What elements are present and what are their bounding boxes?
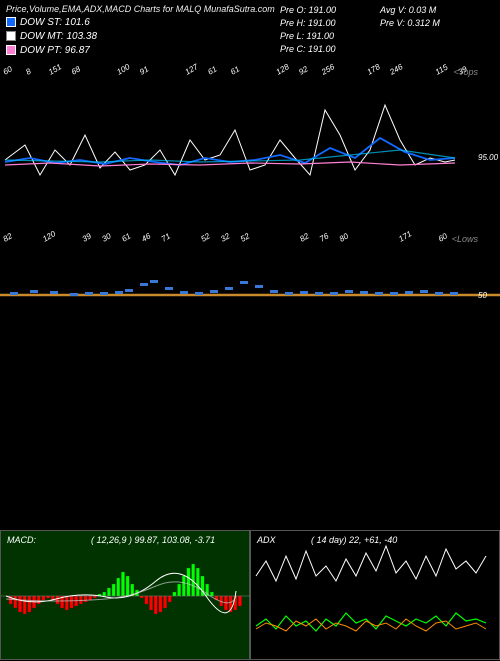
- svg-text:256: 256: [319, 62, 336, 77]
- price-chart: 608151681009112761611289225617824611539<…: [0, 60, 500, 230]
- svg-text:100: 100: [115, 62, 132, 77]
- adx-panel: ADX ( 14 day) 22, +61, -40: [250, 530, 500, 660]
- svg-text:30: 30: [100, 231, 113, 244]
- svg-text:60: 60: [437, 231, 450, 244]
- svg-text:( 14 day) 22, +61, -40: ( 14 day) 22, +61, -40: [311, 535, 397, 545]
- svg-text:60: 60: [2, 64, 15, 77]
- svg-text:( 12,26,9 ) 99.87, 103.08, -: ( 12,26,9 ) 99.87, 103.08, -3.71: [91, 535, 215, 545]
- svg-text:61: 61: [120, 231, 132, 243]
- svg-text:<Tops: <Tops: [454, 67, 479, 77]
- svg-text:MACD:: MACD:: [7, 535, 36, 545]
- svg-text:151: 151: [47, 62, 63, 76]
- svg-text:52: 52: [199, 231, 212, 244]
- svg-text:61: 61: [206, 64, 218, 76]
- legend-mt: DOW MT: 103.38: [6, 30, 494, 44]
- volume-chart: 82 120 39 30 61 46 71 52 32 52 82 76 80 171 60<Lows 50: [0, 230, 500, 370]
- svg-text:82: 82: [2, 231, 15, 244]
- svg-text:82: 82: [298, 231, 311, 244]
- legend-mt-box: [6, 31, 16, 41]
- svg-text:92: 92: [297, 64, 310, 77]
- svg-text:76: 76: [318, 231, 331, 244]
- svg-text:39: 39: [81, 231, 94, 244]
- svg-text:95.00: 95.00: [478, 153, 499, 162]
- svg-text:68: 68: [70, 64, 83, 77]
- svg-text:91: 91: [138, 64, 150, 76]
- macd-panel: MACD: ( 12,26,9 ) 99.87, 103.08, -3.71: [0, 530, 250, 660]
- macd-chart: MACD: ( 12,26,9 ) 99.87, 103.08, -3.71: [1, 531, 251, 661]
- svg-text:115: 115: [434, 62, 450, 76]
- svg-text:120: 120: [41, 230, 58, 244]
- info-volume: Avg V: 0.03 M Pre V: 0.312 M: [380, 4, 440, 30]
- svg-text:71: 71: [160, 231, 172, 243]
- svg-text:46: 46: [140, 231, 153, 244]
- svg-text:<Lows: <Lows: [452, 234, 479, 244]
- bottom-panels: MACD: ( 12,26,9 ) 99.87, 103.08, -3.71 AD…: [0, 530, 500, 660]
- svg-text:246: 246: [387, 62, 404, 77]
- svg-text:178: 178: [366, 62, 383, 77]
- svg-text:127: 127: [184, 62, 201, 77]
- header: Price,Volume,EMA,ADX,MACD Charts for MAL…: [0, 0, 500, 60]
- legend-pt: DOW PT: 96.87: [6, 44, 494, 58]
- svg-text:128: 128: [275, 62, 292, 77]
- svg-text:50: 50: [478, 291, 487, 300]
- svg-text:8: 8: [24, 66, 33, 76]
- svg-text:80: 80: [338, 231, 351, 244]
- svg-text:32: 32: [219, 231, 232, 244]
- svg-text:ADX: ADX: [256, 535, 277, 545]
- svg-text:61: 61: [229, 64, 241, 76]
- svg-text:171: 171: [397, 230, 413, 244]
- legend-pt-box: [6, 45, 16, 55]
- svg-text:52: 52: [239, 231, 252, 244]
- adx-chart: ADX ( 14 day) 22, +61, -40: [251, 531, 500, 661]
- spacer: [0, 370, 500, 550]
- legend-st-box: [6, 17, 16, 27]
- info-ohlc: Pre O: 191.00 Pre H: 191.00 Pre L: 191.0…: [280, 4, 336, 56]
